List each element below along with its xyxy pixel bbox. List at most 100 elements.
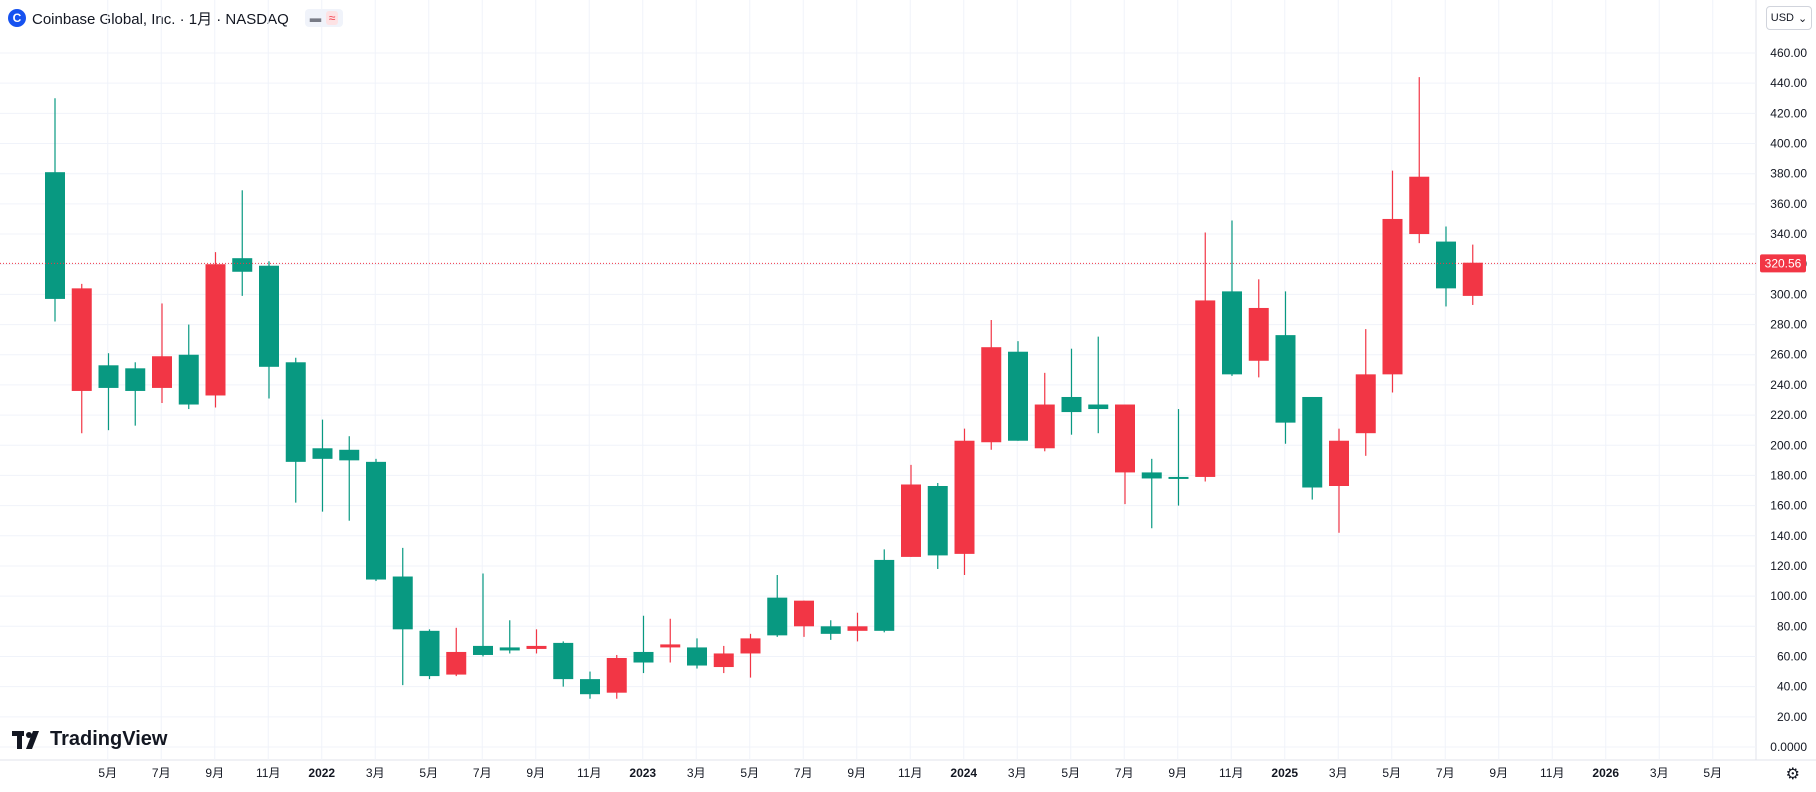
candle (1329, 428, 1349, 533)
gear-icon[interactable]: ⚙ (1785, 766, 1800, 783)
candle-body (1329, 440, 1349, 486)
candle (205, 252, 226, 408)
candle (1436, 226, 1456, 307)
candle-body (152, 356, 172, 388)
indicator-toggle[interactable]: ▬ ≈ (304, 9, 344, 27)
candle-body (312, 448, 333, 459)
time-tick-label: 5月 (98, 766, 117, 780)
candle-body (1168, 476, 1189, 479)
time-tick-label: 7月 (794, 766, 813, 780)
candle (740, 633, 761, 678)
candle (1302, 396, 1323, 500)
candle (499, 620, 520, 654)
candle (446, 627, 467, 677)
candle-body (1248, 307, 1269, 361)
candle (366, 458, 386, 582)
candle (1034, 372, 1055, 452)
time-tick-label: 3月 (1329, 766, 1348, 780)
time-tick-label: 9月 (526, 766, 545, 780)
candle-body (767, 597, 788, 636)
time-tick-label: 2022 (308, 766, 335, 780)
compare-icon[interactable]: ≈ (325, 11, 339, 25)
candle-body (1409, 176, 1430, 235)
price-tick-label: 20.00 (1777, 710, 1807, 724)
candle-body (1061, 396, 1082, 413)
price-tick-label: 40.00 (1777, 680, 1807, 694)
candle-body (713, 653, 734, 668)
time-tick-label: 11月 (256, 766, 280, 780)
time-tick-label: 11月 (577, 766, 601, 780)
currency-selector[interactable]: USD ⌄ (1766, 6, 1812, 30)
tradingview-label: TradingView (50, 728, 168, 750)
price-tick-label: 220.00 (1770, 408, 1807, 422)
candle (981, 320, 1002, 450)
time-tick-label: 3月 (687, 766, 706, 780)
candle (1115, 404, 1135, 505)
candle-body (1088, 404, 1109, 410)
candle-body (1302, 396, 1323, 488)
candle-body (1008, 351, 1028, 441)
candle-body (687, 647, 707, 666)
candle-body (1034, 404, 1055, 449)
time-tick-label: 11月 (1540, 766, 1564, 780)
symbol-title[interactable]: Coinbase Global, Inc. · 1月 · NASDAQ (32, 10, 289, 28)
candle-body (473, 645, 493, 655)
time-tick-label: 5月 (1061, 766, 1080, 780)
candle-body (446, 651, 467, 675)
candle-body (1355, 374, 1376, 434)
price-tick-label: 120.00 (1770, 559, 1807, 573)
candle-body (901, 484, 921, 557)
candle (1088, 336, 1109, 434)
bar-style-icon[interactable]: ▬ (309, 11, 322, 25)
last-price-label: 320.56 (1765, 256, 1802, 270)
candle (1061, 348, 1082, 435)
candle (553, 641, 574, 687)
tradingview-logo-icon (12, 730, 39, 749)
time-tick-label: 11月 (898, 766, 922, 780)
chart-header: C Coinbase Global, Inc. · 1月 · NASDAQ ▬ … (8, 6, 344, 30)
candle-body (285, 362, 306, 462)
chevron-down-icon: ⌄ (1798, 12, 1808, 25)
candle (232, 190, 253, 296)
time-tick-label: 5月 (419, 766, 438, 780)
candle (1409, 77, 1430, 244)
candle (1382, 170, 1403, 393)
candle-body (874, 559, 895, 631)
time-tick-label: 5月 (1703, 766, 1722, 780)
candle (152, 303, 172, 404)
time-tick-label: 7月 (1115, 766, 1134, 780)
price-tick-label: 460.00 (1770, 46, 1807, 60)
candle (794, 600, 814, 637)
price-tick-label: 380.00 (1770, 167, 1807, 181)
candle (954, 428, 975, 576)
price-tick-label: 140.00 (1770, 529, 1807, 543)
candle-body (553, 642, 574, 680)
candle-body (927, 485, 948, 556)
candle-body (606, 657, 627, 693)
candle (1222, 220, 1242, 376)
candle-body (125, 368, 146, 391)
candle (927, 482, 948, 569)
candle (606, 654, 627, 699)
candle (1275, 291, 1296, 444)
candle (98, 353, 119, 431)
candle-body (1195, 300, 1216, 477)
candle (125, 362, 146, 426)
candle (847, 612, 868, 642)
price-tick-label: 80.00 (1777, 619, 1807, 633)
candle (633, 615, 654, 674)
tradingview-branding[interactable]: TradingView (12, 728, 167, 751)
time-tick-label: 9月 (205, 766, 224, 780)
time-tick-label: 5月 (740, 766, 759, 780)
candle-body (954, 440, 975, 554)
candle (874, 549, 895, 633)
candle (1355, 329, 1376, 456)
candle-body (1382, 218, 1403, 375)
candle-body (633, 651, 654, 663)
candle-body (45, 172, 65, 299)
price-axis: 460.00 440.00 420.00 400.00 380.00 360.00 340.… (1770, 46, 1807, 754)
time-tick-label: 3月 (1008, 766, 1027, 780)
currency-label: USD (1770, 12, 1794, 24)
time-axis: 5月 7月 9月 11月 2022 3月 5月 7月 9月 11月 2023 3月 5月 7月 9月 11月 2… (98, 766, 1722, 780)
